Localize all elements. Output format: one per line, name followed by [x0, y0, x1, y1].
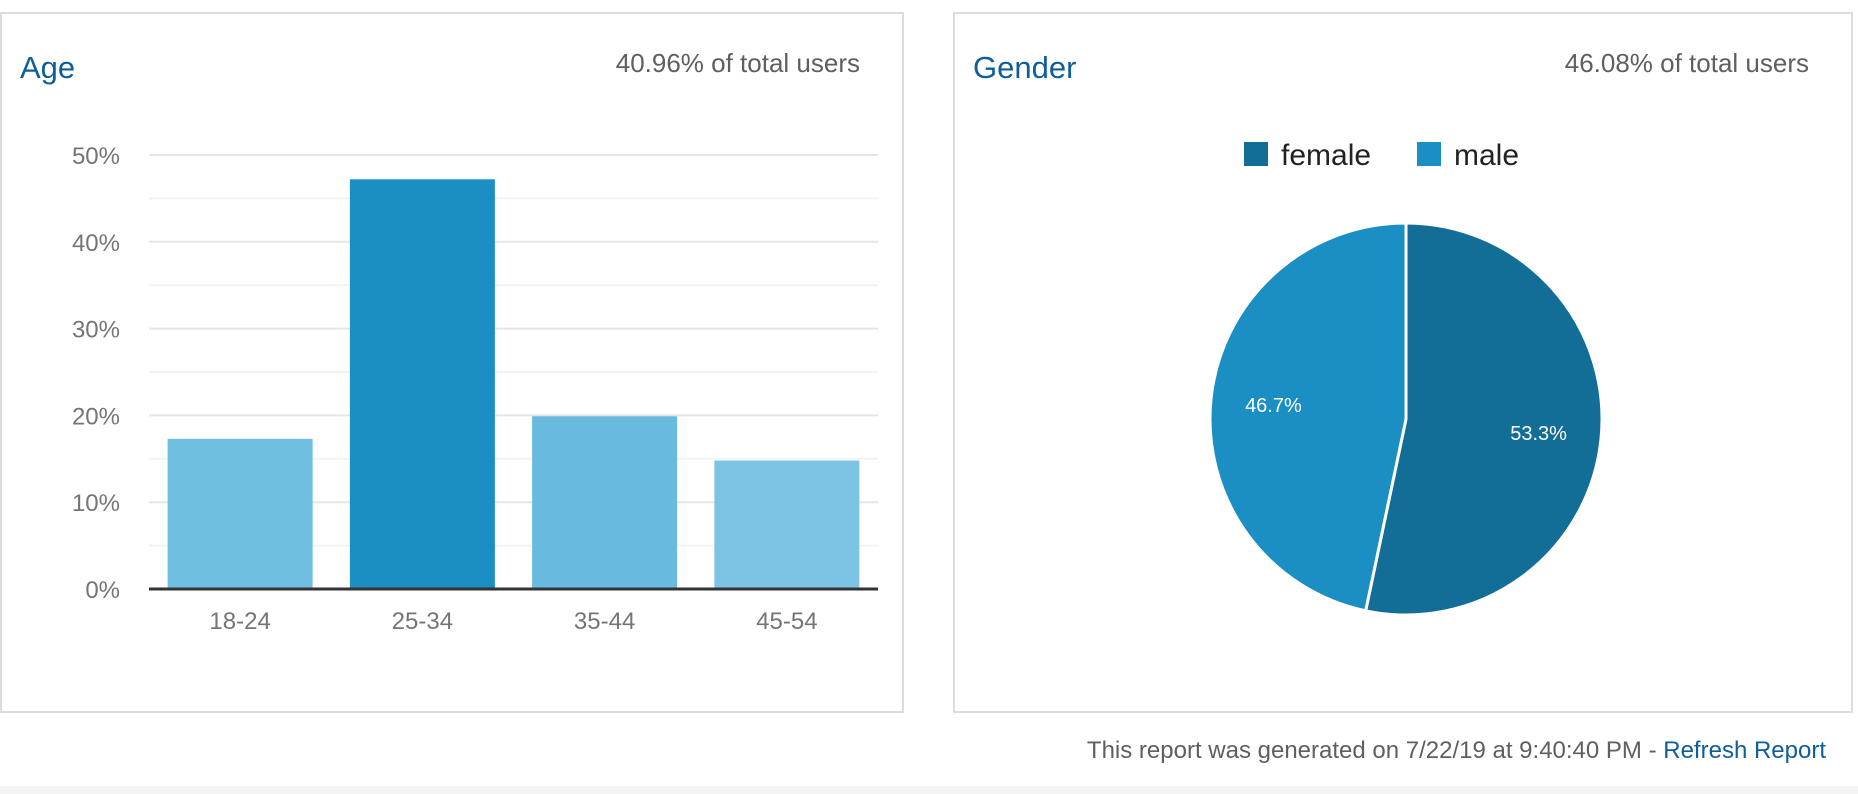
age-card: Age 40.96% of total users 0% 10% 20% 30% 40%… — [0, 12, 904, 713]
legend-swatch-male — [1417, 142, 1441, 166]
pie-slice-female — [1363, 221, 1604, 617]
x-tick-label: 18-24 — [209, 608, 270, 635]
gender-card-subtitle: 46.08% of total users — [1564, 48, 1809, 78]
report-footer: This report was generated on 7/22/19 at … — [1087, 737, 1826, 765]
y-tick-label: 50% — [72, 143, 120, 170]
y-tick-label: 30% — [72, 317, 120, 344]
x-tick-label: 35-44 — [574, 608, 635, 635]
gender-card: Gender 46.08% of total users female male 5… — [953, 12, 1853, 713]
y-tick-label: 40% — [72, 230, 120, 257]
bar-18-24 — [167, 438, 313, 589]
bar-45-54 — [714, 460, 860, 589]
age-bar-chart: 0% 10% 20% 30% 40% 50% 18-24 25-34 35-44 45-54 — [72, 143, 878, 635]
pie-data-label: 46.7% — [1245, 395, 1302, 417]
pie-slice-male — [1208, 221, 1408, 613]
x-tick-label: 25-34 — [392, 608, 453, 635]
legend-label-male: male — [1454, 139, 1519, 172]
legend-label-female: female — [1281, 139, 1371, 172]
bar-35-44 — [532, 416, 678, 589]
bar-25-34 — [349, 179, 495, 589]
x-tick-label: 45-54 — [756, 608, 817, 635]
gender-card-title: Gender — [973, 50, 1077, 85]
pie-data-label: 53.3% — [1510, 423, 1567, 445]
legend-swatch-female — [1244, 142, 1268, 166]
y-tick-label: 10% — [72, 490, 120, 517]
y-tick-label: 0% — [85, 577, 120, 604]
refresh-report-link[interactable]: Refresh Report — [1663, 737, 1826, 764]
age-card-title: Age — [20, 50, 76, 85]
y-tick-label: 20% — [72, 403, 120, 430]
gender-pie-chart: female male 53.3% 46.7% — [1208, 139, 1604, 617]
bottom-bar — [0, 786, 1858, 794]
report-generated-text: This report was generated on 7/22/19 at … — [1086, 737, 1664, 764]
age-card-subtitle: 40.96% of total users — [615, 48, 860, 78]
